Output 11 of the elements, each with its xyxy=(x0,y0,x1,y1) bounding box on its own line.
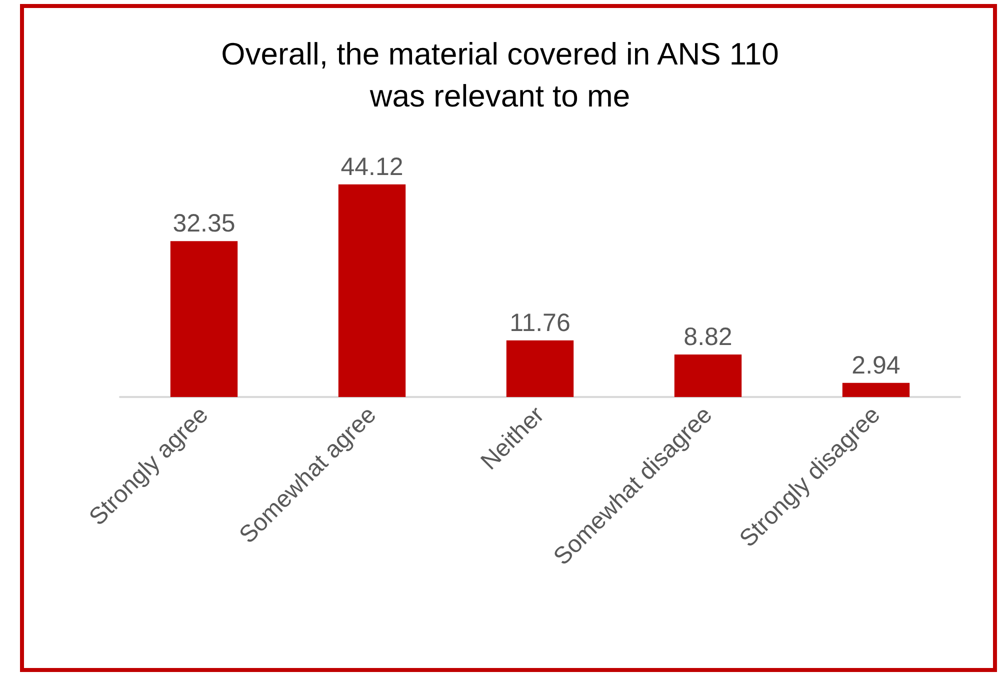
bar xyxy=(170,241,238,397)
chart-title: Overall, the material covered in ANS 110 was relevant to me xyxy=(221,36,779,114)
data-label: 2.94 xyxy=(852,351,900,380)
bar xyxy=(842,382,910,397)
data-label: 44.12 xyxy=(340,152,404,181)
data-label: 8.82 xyxy=(684,322,732,351)
bar xyxy=(506,340,574,397)
data-label: 11.76 xyxy=(510,308,570,337)
bar xyxy=(674,354,742,397)
bar xyxy=(338,184,406,397)
data-label: 32.35 xyxy=(172,210,236,238)
